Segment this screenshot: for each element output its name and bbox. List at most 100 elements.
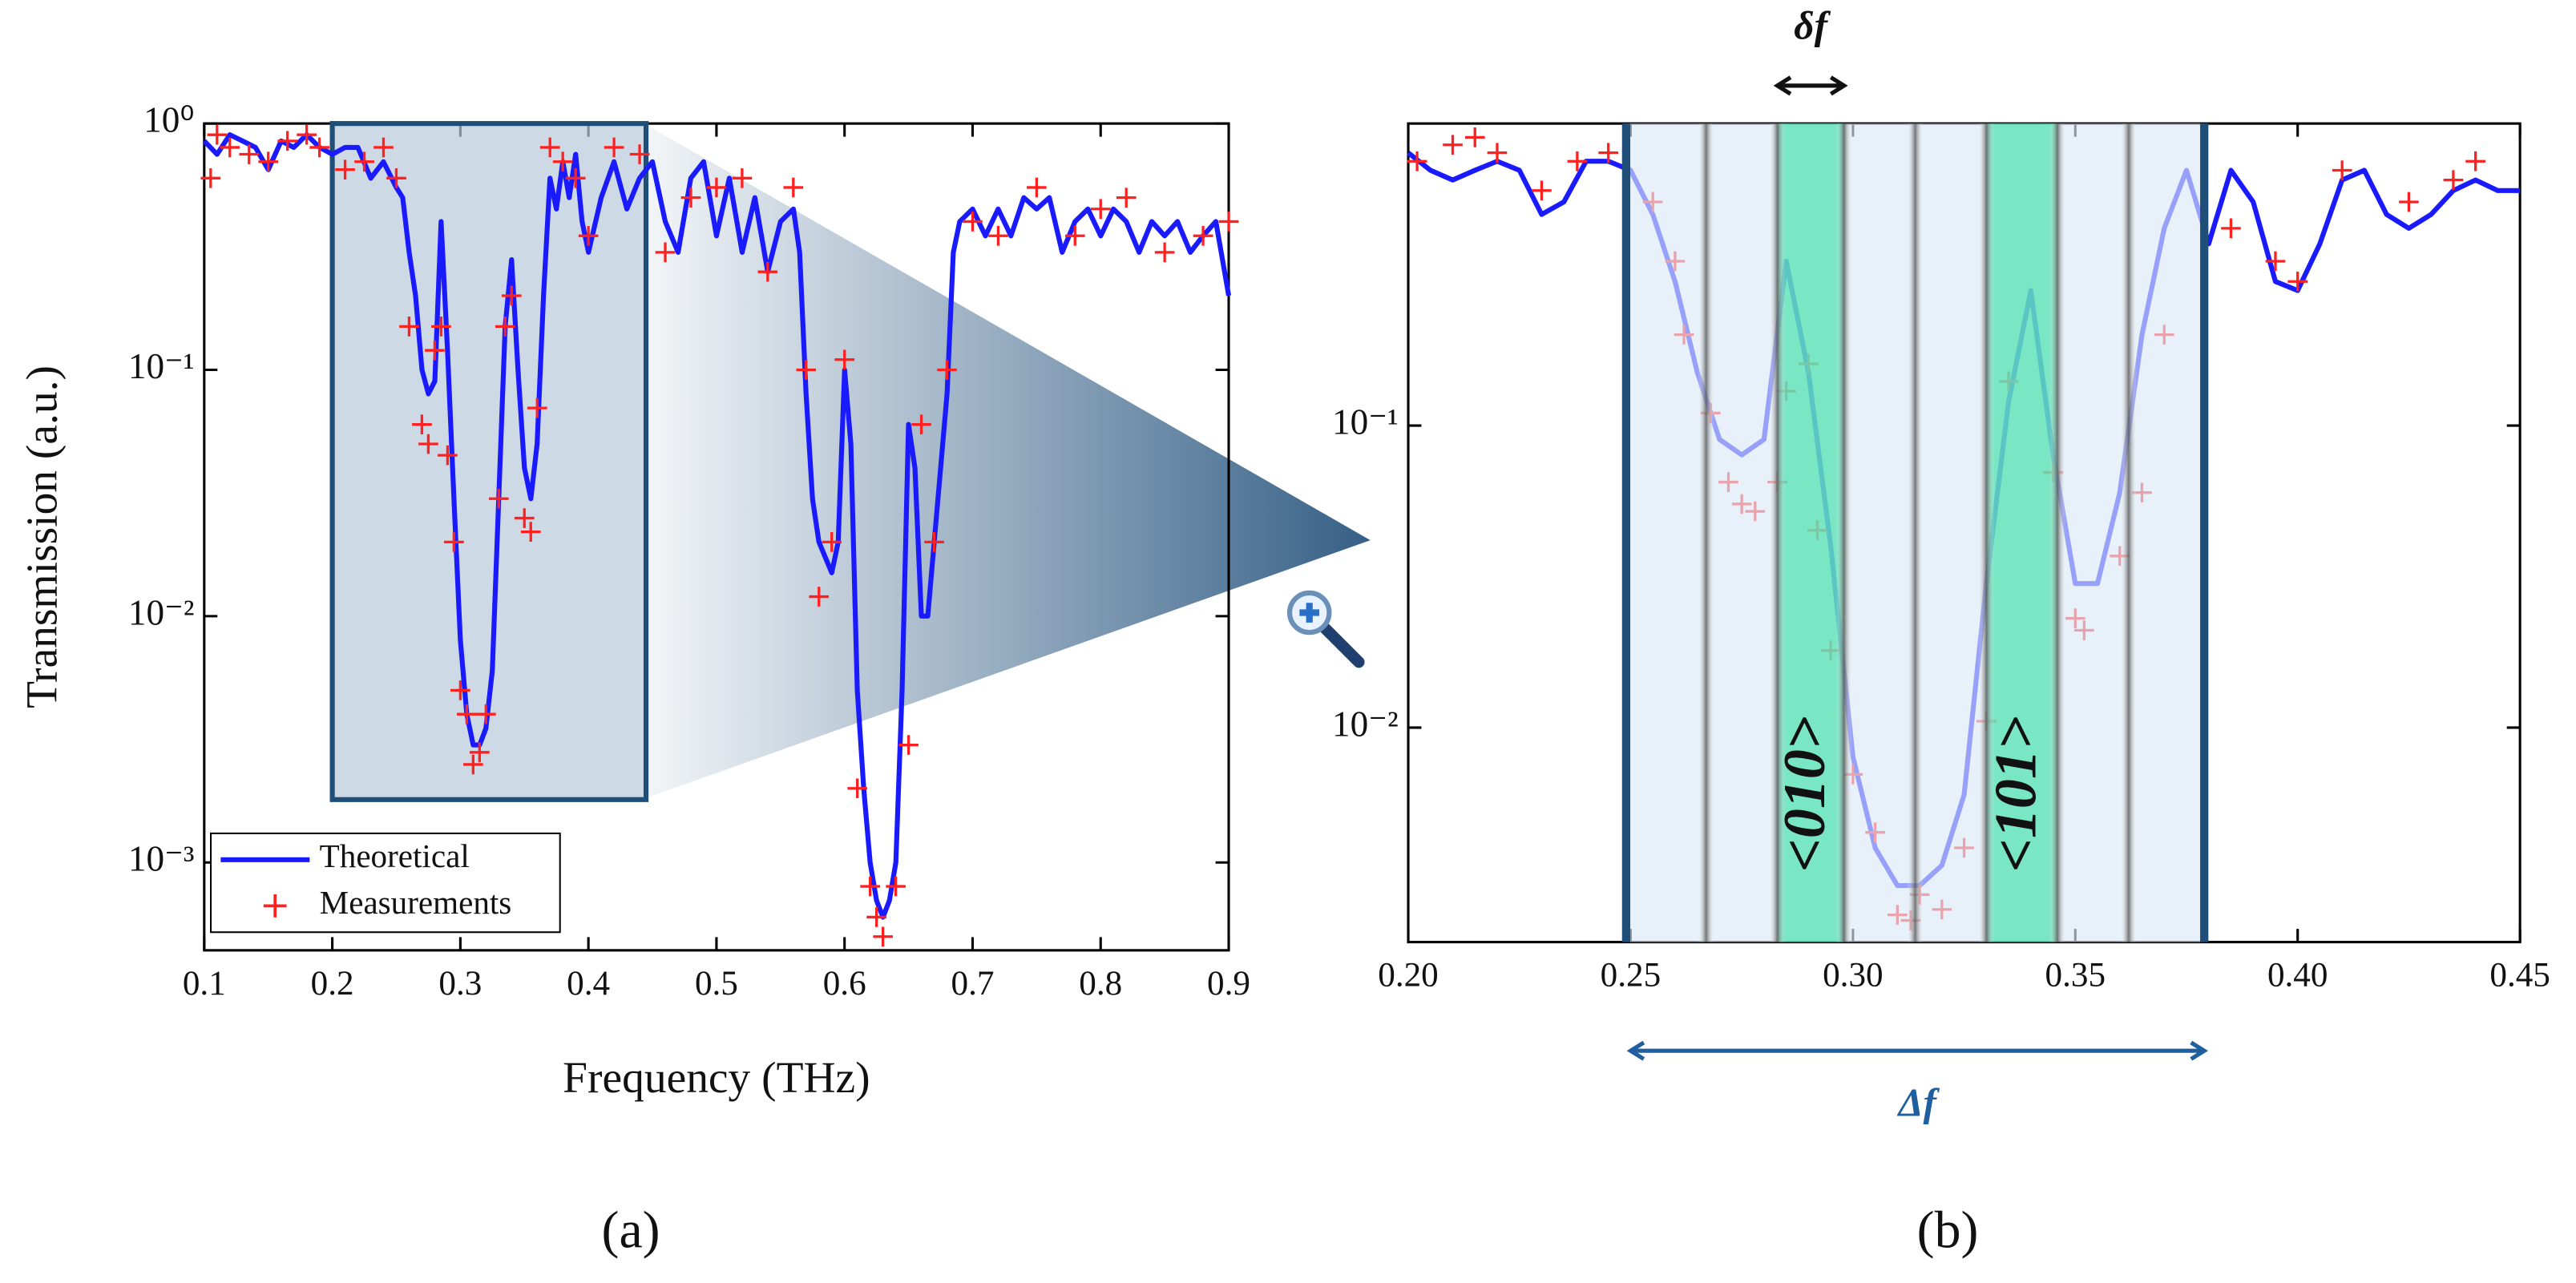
measurement-point <box>1443 135 1463 155</box>
measurement-point <box>386 167 406 188</box>
span-arrow <box>1626 1040 2209 1061</box>
measurement-point <box>438 445 458 466</box>
measurement-point <box>1532 180 1552 201</box>
measurement-point <box>2287 271 2308 292</box>
measurement-point <box>873 926 893 947</box>
measurement-point <box>886 876 906 897</box>
y-axis-label: Transmission (a.u.) <box>18 365 67 708</box>
x-tick-label: 0.3 <box>438 965 482 1003</box>
measurement-point <box>1116 188 1137 208</box>
legend-box <box>210 832 561 934</box>
magnifier <box>1286 590 1365 668</box>
measurement-point <box>277 131 298 151</box>
x-tick-label: 0.2 <box>311 965 354 1003</box>
x-tick-label: 0.4 <box>567 965 610 1003</box>
measurement-point <box>501 285 522 306</box>
highlight-band <box>1777 123 1844 942</box>
theory-line <box>202 132 1232 920</box>
y-tick-label: 10⁻³ <box>128 839 195 879</box>
span-label: δf <box>1794 3 1831 47</box>
measurement-point <box>399 317 419 337</box>
measurement-point <box>629 144 650 164</box>
measurement-point <box>520 522 541 542</box>
measurement-point <box>514 508 535 528</box>
legend-marker <box>263 894 287 918</box>
measurement-point <box>1598 143 1619 163</box>
measurement-point <box>207 124 228 145</box>
measurement-point <box>604 137 624 158</box>
measurement-point <box>963 212 983 232</box>
y-tick-label: 10⁰ <box>143 100 194 140</box>
band-edge <box>1978 123 1995 942</box>
measurement-point <box>783 177 804 198</box>
measurement-point <box>431 317 451 337</box>
measurement-point <box>809 587 830 607</box>
y-tick-label: 10⁻¹ <box>128 346 195 386</box>
measurement-point <box>1218 212 1239 232</box>
measurement-point <box>450 680 470 700</box>
measurement-point <box>425 340 445 361</box>
measurement-point <box>822 532 842 552</box>
measurement-point <box>655 242 676 263</box>
highlight-band <box>1986 123 2058 942</box>
x-tick-label: 0.30 <box>1823 957 1883 995</box>
band-edge <box>2049 123 2066 942</box>
band-label: <101> <box>1984 716 2049 872</box>
measurement-point <box>1193 225 1213 246</box>
legend-label: Measurements <box>320 884 512 921</box>
measurement-point <box>834 349 855 370</box>
band-edge <box>2120 123 2138 942</box>
measurement-point <box>1464 127 1485 147</box>
measurement-point <box>335 159 355 180</box>
x-tick-label: 0.5 <box>695 965 738 1003</box>
measurement-point <box>475 704 496 724</box>
band-edge <box>1698 123 1715 942</box>
measurement-point <box>2332 160 2352 180</box>
x-tick-label: 0.40 <box>2267 957 2328 995</box>
measurement-point <box>911 414 931 435</box>
panel-label: (b) <box>1917 1200 1979 1259</box>
measurement-point <box>297 124 317 145</box>
measurement-point <box>463 754 483 775</box>
x-tick-label: 0.45 <box>2489 957 2550 995</box>
measurement-point <box>847 778 868 799</box>
x-tick-label: 0.20 <box>1378 957 1438 995</box>
measurement-point <box>706 177 727 198</box>
measurement-point <box>457 704 477 724</box>
measurement-point <box>239 144 260 164</box>
measurement-point <box>373 137 394 158</box>
x-tick-label: 0.1 <box>183 965 226 1003</box>
x-tick-label: 0.9 <box>1207 965 1250 1003</box>
measurement-point <box>444 532 464 552</box>
measurement-point <box>2265 251 2286 272</box>
span-label: Δf <box>1897 1080 1940 1124</box>
measurement-point <box>539 137 560 158</box>
measurement-point <box>495 317 515 337</box>
band-edge <box>1621 123 1631 942</box>
measurement-point <box>2443 170 2464 190</box>
band-edge <box>2200 123 2209 942</box>
measurement-point <box>680 188 701 208</box>
measurement-point <box>1090 199 1111 220</box>
measurement-point <box>309 137 329 158</box>
measurement-point <box>1154 242 1175 263</box>
measurement-point <box>860 876 880 897</box>
x-tick-label: 0.7 <box>951 965 995 1003</box>
measurement-point <box>796 360 817 380</box>
band-edge <box>1835 123 1853 942</box>
measurement-point <box>1567 151 1588 171</box>
x-tick-label: 0.35 <box>2045 957 2106 995</box>
measurement-point <box>898 735 919 755</box>
measurement-point <box>2465 151 2485 171</box>
measurement-point <box>258 151 279 172</box>
span-arrow <box>1773 75 1848 96</box>
panel-label: (a) <box>602 1200 660 1259</box>
band-edge <box>1907 123 1924 942</box>
y-tick-label: 10⁻² <box>128 592 195 632</box>
measurement-point <box>578 225 599 246</box>
legend-label: Theoretical <box>320 837 470 874</box>
measurement-point <box>924 532 944 552</box>
measurement-point <box>565 167 586 188</box>
measurement-point <box>2399 192 2419 212</box>
